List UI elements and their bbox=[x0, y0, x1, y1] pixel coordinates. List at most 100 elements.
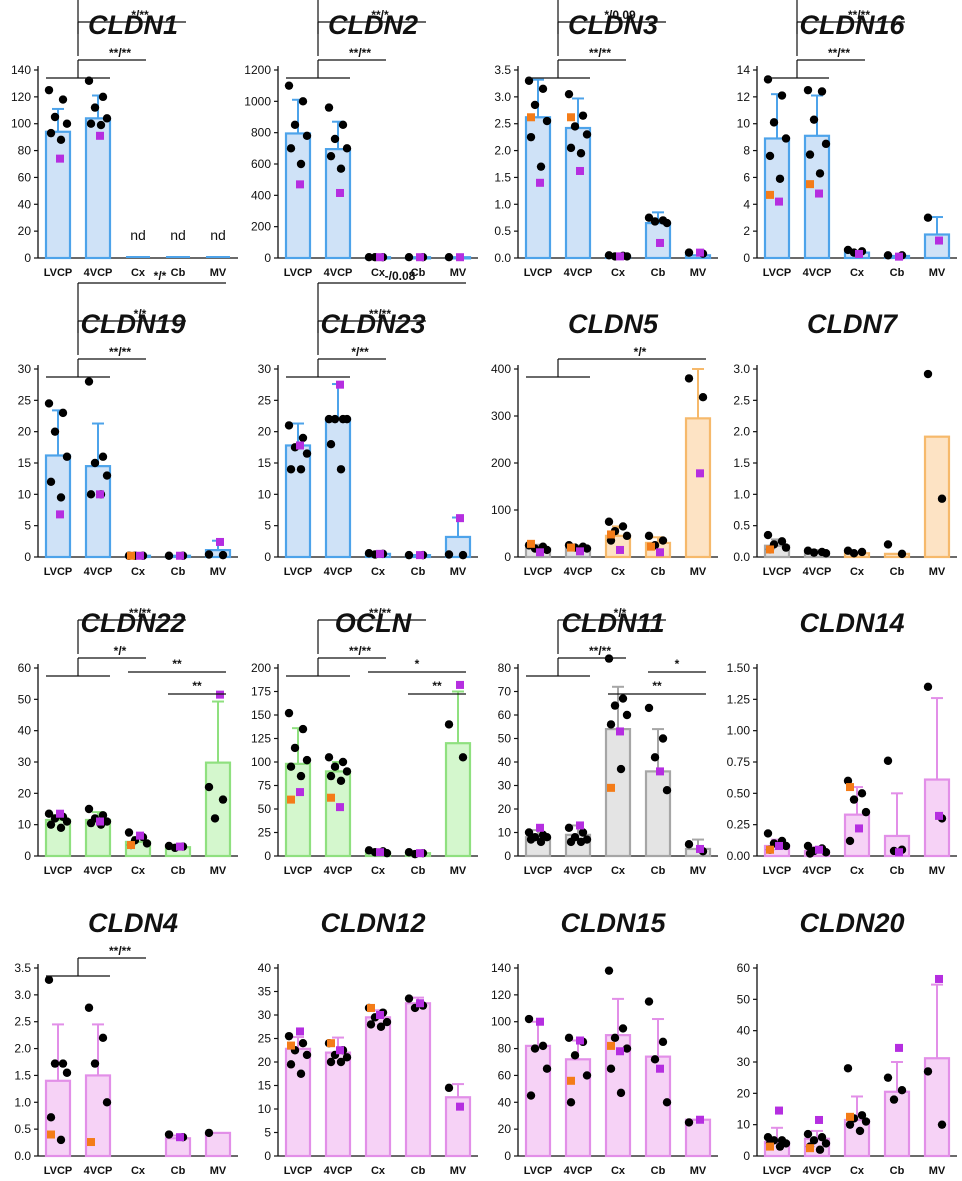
x-category-label: Cb bbox=[411, 267, 426, 279]
y-tick-label: 100 bbox=[251, 755, 271, 769]
x-category-label: Cb bbox=[171, 566, 186, 578]
x-category-label: Cb bbox=[411, 1165, 426, 1177]
data-point bbox=[805, 150, 815, 159]
x-category-label: LVCP bbox=[284, 865, 313, 877]
data-point bbox=[937, 1120, 947, 1129]
purple-marker bbox=[336, 1046, 344, 1055]
data-point bbox=[616, 1088, 626, 1098]
data-point bbox=[861, 807, 871, 817]
purple-marker bbox=[656, 1064, 664, 1073]
y-tick-label: 1000 bbox=[244, 94, 271, 108]
data-point bbox=[302, 755, 312, 765]
purple-marker bbox=[616, 545, 624, 554]
data-point bbox=[290, 743, 300, 753]
purple-marker bbox=[176, 1133, 184, 1142]
sig-label: **/** bbox=[828, 46, 850, 60]
data-point bbox=[821, 848, 831, 857]
purple-marker bbox=[56, 809, 64, 818]
data-point bbox=[298, 97, 308, 106]
data-point bbox=[576, 149, 586, 158]
sig-label: **/** bbox=[369, 606, 391, 620]
data-point bbox=[582, 544, 592, 553]
x-category-label: 4VCP bbox=[84, 1165, 113, 1177]
purple-marker bbox=[296, 788, 304, 797]
sig-label: **/** bbox=[109, 46, 131, 60]
y-tick-label: 8 bbox=[743, 144, 750, 158]
purple-marker bbox=[536, 548, 544, 557]
y-tick-label: 3.5 bbox=[494, 63, 511, 77]
x-category-label: LVCP bbox=[44, 1165, 73, 1177]
y-tick-label: 100 bbox=[491, 1015, 511, 1029]
data-point bbox=[98, 92, 108, 102]
data-point bbox=[538, 1041, 548, 1051]
y-tick-label: 12 bbox=[737, 90, 751, 104]
y-tick-label: 30 bbox=[258, 1008, 272, 1022]
data-point bbox=[90, 1059, 100, 1068]
purple-marker bbox=[376, 848, 384, 857]
x-category-label: Cx bbox=[371, 566, 386, 578]
data-point bbox=[809, 548, 819, 557]
data-point bbox=[644, 703, 654, 713]
orange-marker bbox=[846, 1112, 854, 1121]
data-point bbox=[618, 1024, 628, 1033]
y-tick-label: 3.0 bbox=[733, 362, 750, 376]
y-tick-label: 0.0 bbox=[494, 251, 511, 265]
purple-marker bbox=[656, 767, 664, 776]
x-category-label: Cb bbox=[890, 566, 905, 578]
data-point bbox=[90, 458, 100, 468]
purple-marker bbox=[815, 1115, 823, 1124]
orange-marker bbox=[607, 530, 615, 539]
data-point bbox=[526, 132, 536, 142]
purple-marker bbox=[376, 549, 384, 558]
y-tick-label: 5 bbox=[264, 1126, 271, 1140]
panel-cldn3: CLDN3 0.0 0.5 1.0 1.5 2.0 2.5 3.0 3.5 LVCP 4VCP Cx C… bbox=[494, 0, 718, 279]
y-tick-label: 0.75 bbox=[727, 755, 751, 769]
data-point bbox=[58, 1059, 68, 1068]
y-tick-label: 0 bbox=[264, 1149, 271, 1163]
y-tick-label: 2 bbox=[743, 224, 750, 238]
data-point bbox=[658, 536, 668, 545]
data-point bbox=[857, 1111, 867, 1120]
purple-marker bbox=[216, 537, 224, 546]
y-tick-label: 35 bbox=[258, 985, 272, 999]
data-point bbox=[781, 841, 791, 851]
x-category-label: 4VCP bbox=[564, 1165, 593, 1177]
y-tick-label: 30 bbox=[737, 1055, 751, 1069]
x-category-label: Cb bbox=[651, 865, 666, 877]
data-point bbox=[542, 545, 552, 555]
data-point bbox=[62, 817, 72, 826]
data-point bbox=[923, 213, 933, 222]
sig-label: **/** bbox=[848, 8, 870, 22]
x-category-label: Cx bbox=[371, 1165, 386, 1177]
data-point bbox=[326, 440, 336, 449]
orange-marker bbox=[327, 793, 335, 802]
data-point bbox=[883, 756, 893, 765]
y-tick-label: 0.5 bbox=[733, 519, 750, 533]
orange-marker bbox=[527, 113, 535, 122]
y-tick-label: 1.25 bbox=[727, 692, 751, 706]
data-point bbox=[338, 120, 348, 130]
data-point bbox=[46, 477, 56, 486]
purple-marker bbox=[336, 380, 344, 389]
x-category-label: Cb bbox=[411, 566, 426, 578]
x-category-label: LVCP bbox=[524, 267, 553, 279]
purple-marker bbox=[935, 236, 943, 245]
orange-marker bbox=[287, 1041, 295, 1050]
data-point bbox=[62, 1068, 72, 1077]
data-point bbox=[923, 1067, 933, 1076]
data-point bbox=[763, 530, 773, 540]
panel-cldn4: CLDN4 0.0 0.5 1.0 1.5 2.0 2.5 3.0 3.5 LVCP 4VCP Cx C… bbox=[14, 908, 238, 1177]
x-category-label: LVCP bbox=[284, 566, 313, 578]
y-tick-label: 10 bbox=[498, 826, 512, 840]
data-point bbox=[644, 531, 654, 541]
x-category-label: LVCP bbox=[763, 566, 792, 578]
sig-label: */* bbox=[614, 606, 627, 620]
data-point bbox=[604, 966, 614, 975]
purple-marker bbox=[96, 817, 104, 826]
purple-marker bbox=[775, 841, 783, 850]
x-category-label: Cx bbox=[850, 865, 865, 877]
data-point bbox=[324, 753, 334, 762]
panel-ocln: OCLN 0 25 50 75 100 125 150 175 200 LVCP 4VCP Cx Cb MV… bbox=[251, 606, 478, 877]
data-point bbox=[102, 1098, 112, 1107]
y-tick-label: 10 bbox=[258, 487, 272, 501]
